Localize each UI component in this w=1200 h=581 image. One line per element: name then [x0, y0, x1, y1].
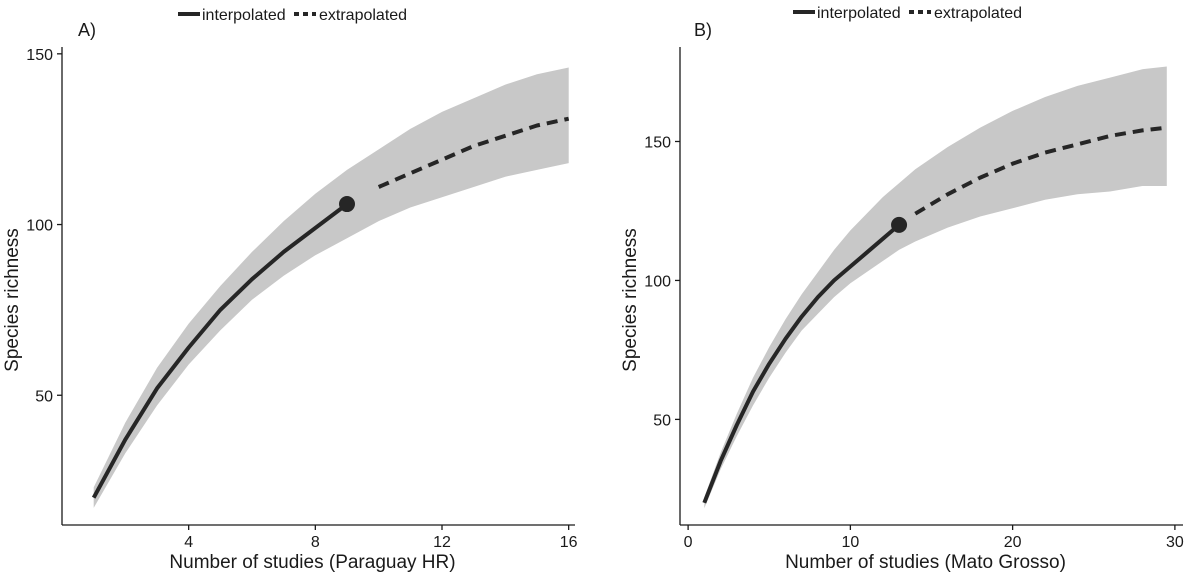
y-axis-title: Species richness — [620, 228, 641, 372]
legend: interpolated extrapolated — [178, 7, 407, 24]
y-tick-label: 50 — [35, 388, 53, 405]
x-tick-label: 10 — [841, 534, 859, 551]
y-tick-label: 150 — [26, 47, 53, 64]
y-axis-title: Species richness — [2, 228, 23, 372]
legend-extrapolated-label: extrapolated — [934, 5, 1022, 22]
observed-point — [891, 216, 908, 233]
observed-point — [339, 196, 355, 213]
interpolated-line — [91, 202, 349, 499]
panel-a: 4 8 12 16 50 100 150 Number of studies (Paragua… — [2, 7, 578, 573]
x-tick-label: 30 — [1166, 534, 1184, 551]
x-axis-title: Number of studies (Paraguay HR) — [169, 552, 455, 573]
confidence-band — [704, 66, 1167, 509]
y-tick-label: 100 — [644, 273, 671, 290]
x-tick-label: 0 — [684, 534, 693, 551]
panel-b: 0 10 20 30 50 100 150 Number of studies (Mato G… — [620, 5, 1184, 573]
panel-label: A) — [78, 20, 96, 40]
confidence-band — [93, 67, 569, 508]
legend: interpolated extrapolated — [793, 5, 1022, 22]
y-tick-label: 150 — [644, 134, 671, 151]
y-tick-label: 50 — [653, 412, 671, 429]
interpolated-line — [702, 223, 901, 504]
x-tick-label: 20 — [1004, 534, 1022, 551]
x-tick-label: 16 — [560, 534, 578, 551]
legend-interpolated-label: interpolated — [202, 7, 286, 24]
x-tick-label: 8 — [311, 534, 320, 551]
legend-interpolated-label: interpolated — [817, 5, 901, 22]
extrapolated-line — [377, 116, 570, 189]
panel-label: B) — [694, 20, 712, 40]
x-axis-title: Number of studies (Mato Grosso) — [785, 552, 1066, 573]
y-tick-label: 100 — [26, 218, 53, 235]
legend-extrapolated-label: extrapolated — [319, 7, 407, 24]
x-tick-label: 12 — [433, 534, 451, 551]
x-tick-label: 4 — [184, 534, 193, 551]
